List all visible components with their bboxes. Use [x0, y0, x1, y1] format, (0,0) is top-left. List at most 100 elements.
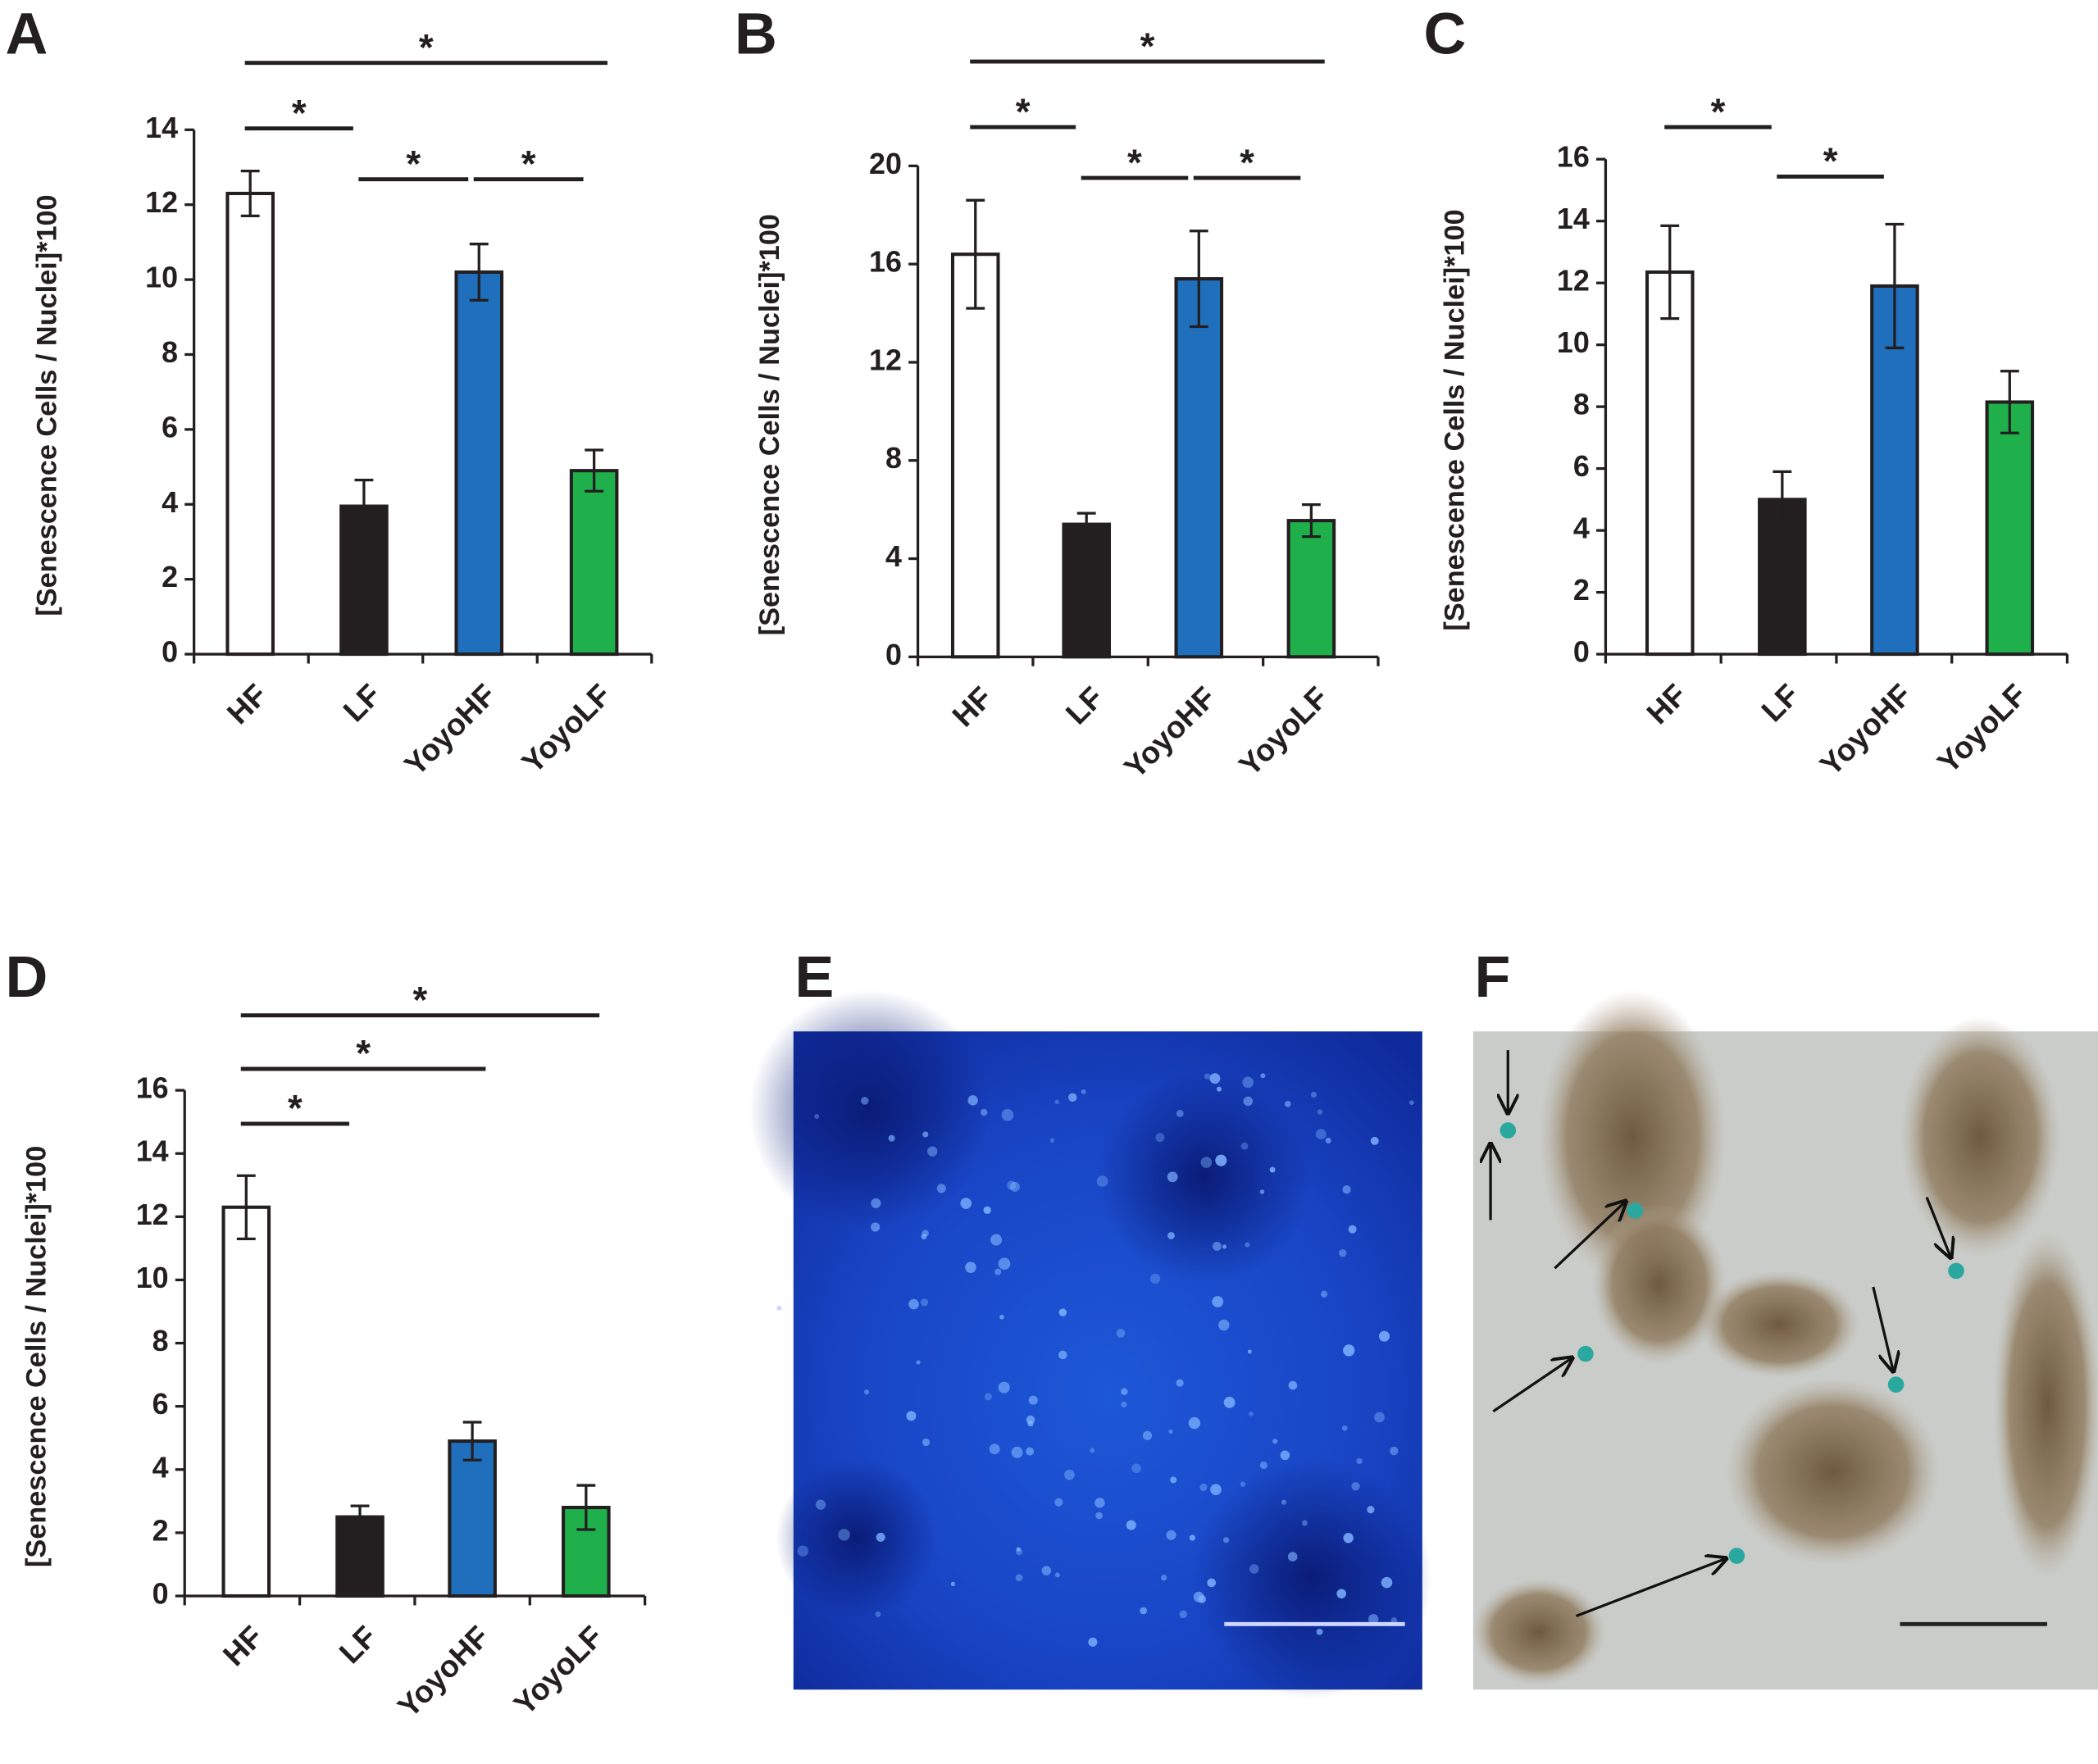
- cell-dot: [1170, 1476, 1177, 1484]
- cell-dot: [1166, 1530, 1176, 1540]
- cell-dot: [1204, 1073, 1211, 1080]
- y-tick-label: 0: [152, 1577, 169, 1610]
- y-tick-label: 4: [152, 1451, 169, 1484]
- cell-dot: [1223, 1396, 1236, 1408]
- y-tick-label: 6: [152, 1388, 169, 1421]
- cell-dot: [999, 1314, 1004, 1320]
- cell-dot: [1026, 1447, 1035, 1456]
- cell-dot: [1341, 1425, 1348, 1431]
- cell-dot: [1058, 1350, 1067, 1360]
- cell-dot: [1310, 1091, 1317, 1098]
- cell-dot: [1343, 1344, 1355, 1357]
- cell-dot: [1242, 1076, 1254, 1089]
- cell-dot: [1370, 1136, 1379, 1145]
- bar: [1645, 270, 1695, 657]
- error-bar: [576, 1484, 596, 1531]
- cell-dot: [1390, 1446, 1399, 1456]
- cell-dot: [1058, 1308, 1067, 1316]
- tissue-blob: [1993, 1230, 2098, 1579]
- x-tick-label: HF: [1640, 677, 1693, 730]
- cell-dot: [1167, 1171, 1178, 1183]
- cell-dot: [927, 1146, 938, 1157]
- bar: [454, 270, 504, 657]
- cell-dot: [1126, 1520, 1136, 1530]
- cell-dot: [922, 1131, 929, 1138]
- cell-dot: [1222, 1244, 1227, 1249]
- y-tick-label: 4: [1573, 512, 1590, 545]
- y-tick-label: 8: [162, 336, 178, 369]
- cell-dot: [916, 1360, 921, 1365]
- cell-dot: [965, 1262, 976, 1273]
- cell-dot: [871, 1198, 881, 1209]
- cell-dot: [888, 1134, 895, 1142]
- cell-dot: [1316, 1628, 1323, 1635]
- y-tick-label: 0: [162, 636, 178, 669]
- y-tick-label: 12: [145, 186, 178, 219]
- y-tick-label: 8: [152, 1325, 169, 1357]
- y-axis-label: [Senescence Cells / Nuclei]*100: [32, 194, 63, 616]
- panel-letter: A: [6, 1, 48, 66]
- y-axis-label: [Senescence Cells / Nuclei]*100: [754, 214, 785, 635]
- cell-dot: [922, 1230, 929, 1237]
- cell-dot: [1249, 1564, 1259, 1574]
- cell-dot: [1272, 1439, 1278, 1444]
- y-tick-label: 14: [136, 1135, 169, 1168]
- cell-dot: [861, 1097, 869, 1105]
- cell-dot: [1009, 1181, 1020, 1192]
- cell-dot: [1336, 1589, 1346, 1599]
- significance-label: *: [1127, 142, 1142, 184]
- cell-dot: [1049, 1138, 1055, 1143]
- bar: [225, 191, 275, 657]
- cell-dot: [1140, 1607, 1148, 1615]
- y-tick-label: 0: [885, 639, 902, 671]
- y-tick-label: 10: [1557, 326, 1590, 359]
- significance-label: *: [1016, 91, 1031, 133]
- cell-dot: [1325, 1137, 1331, 1143]
- cell-dot: [950, 1581, 956, 1586]
- significance-label: *: [356, 1033, 371, 1075]
- cell-dot: [1245, 1242, 1250, 1248]
- cell-dot: [1198, 1594, 1206, 1603]
- cell-dot: [1081, 1089, 1086, 1094]
- y-tick-label: 6: [1573, 450, 1590, 483]
- cell-dot: [1240, 1142, 1249, 1150]
- panel-letter: C: [1423, 1, 1466, 66]
- stained-cell: [1627, 1203, 1644, 1219]
- cell-dot: [776, 1305, 782, 1311]
- cell-dot: [1016, 1547, 1021, 1552]
- cell-dot: [906, 1411, 917, 1421]
- cell-dot: [1215, 1154, 1227, 1166]
- significance-label: *: [406, 143, 421, 184]
- cell-dot: [984, 1393, 992, 1401]
- cell-dot: [1199, 1484, 1208, 1492]
- cell-dot: [1343, 1533, 1354, 1544]
- y-axis-label: [Senescence Cells / Nuclei]*100: [20, 1146, 52, 1567]
- y-tick-label: 14: [1557, 202, 1590, 235]
- x-tick-label: YoyoHF: [391, 1619, 496, 1724]
- cell-dot: [1409, 1100, 1414, 1106]
- y-tick-label: 0: [1573, 636, 1590, 669]
- cell-dot: [1189, 1534, 1195, 1541]
- dark-region: [1097, 1070, 1312, 1284]
- cell-dot: [1368, 1614, 1379, 1625]
- panel-letter: F: [1474, 944, 1510, 1010]
- cell-dot: [797, 1545, 808, 1557]
- cell-dot: [1356, 1457, 1363, 1465]
- cell-dot: [920, 1298, 929, 1307]
- cell-dot: [980, 1108, 988, 1116]
- cell-dot: [1116, 1329, 1126, 1338]
- cell-dot: [1390, 1617, 1398, 1624]
- cell-dot: [994, 1268, 1002, 1275]
- significance-label: *: [419, 26, 434, 68]
- cell-dot: [863, 1389, 870, 1395]
- error-bar: [354, 478, 374, 534]
- y-tick-label: 10: [136, 1262, 169, 1294]
- cell-dot: [1259, 1189, 1265, 1194]
- cell-dot: [922, 1438, 931, 1447]
- error-bar: [585, 448, 604, 493]
- x-tick-label: YoyoHF: [1813, 677, 1918, 782]
- cell-dot: [1339, 1249, 1347, 1257]
- y-tick-label: 12: [136, 1198, 169, 1231]
- cell-dot: [815, 1499, 826, 1510]
- x-tick-label: HF: [945, 680, 999, 734]
